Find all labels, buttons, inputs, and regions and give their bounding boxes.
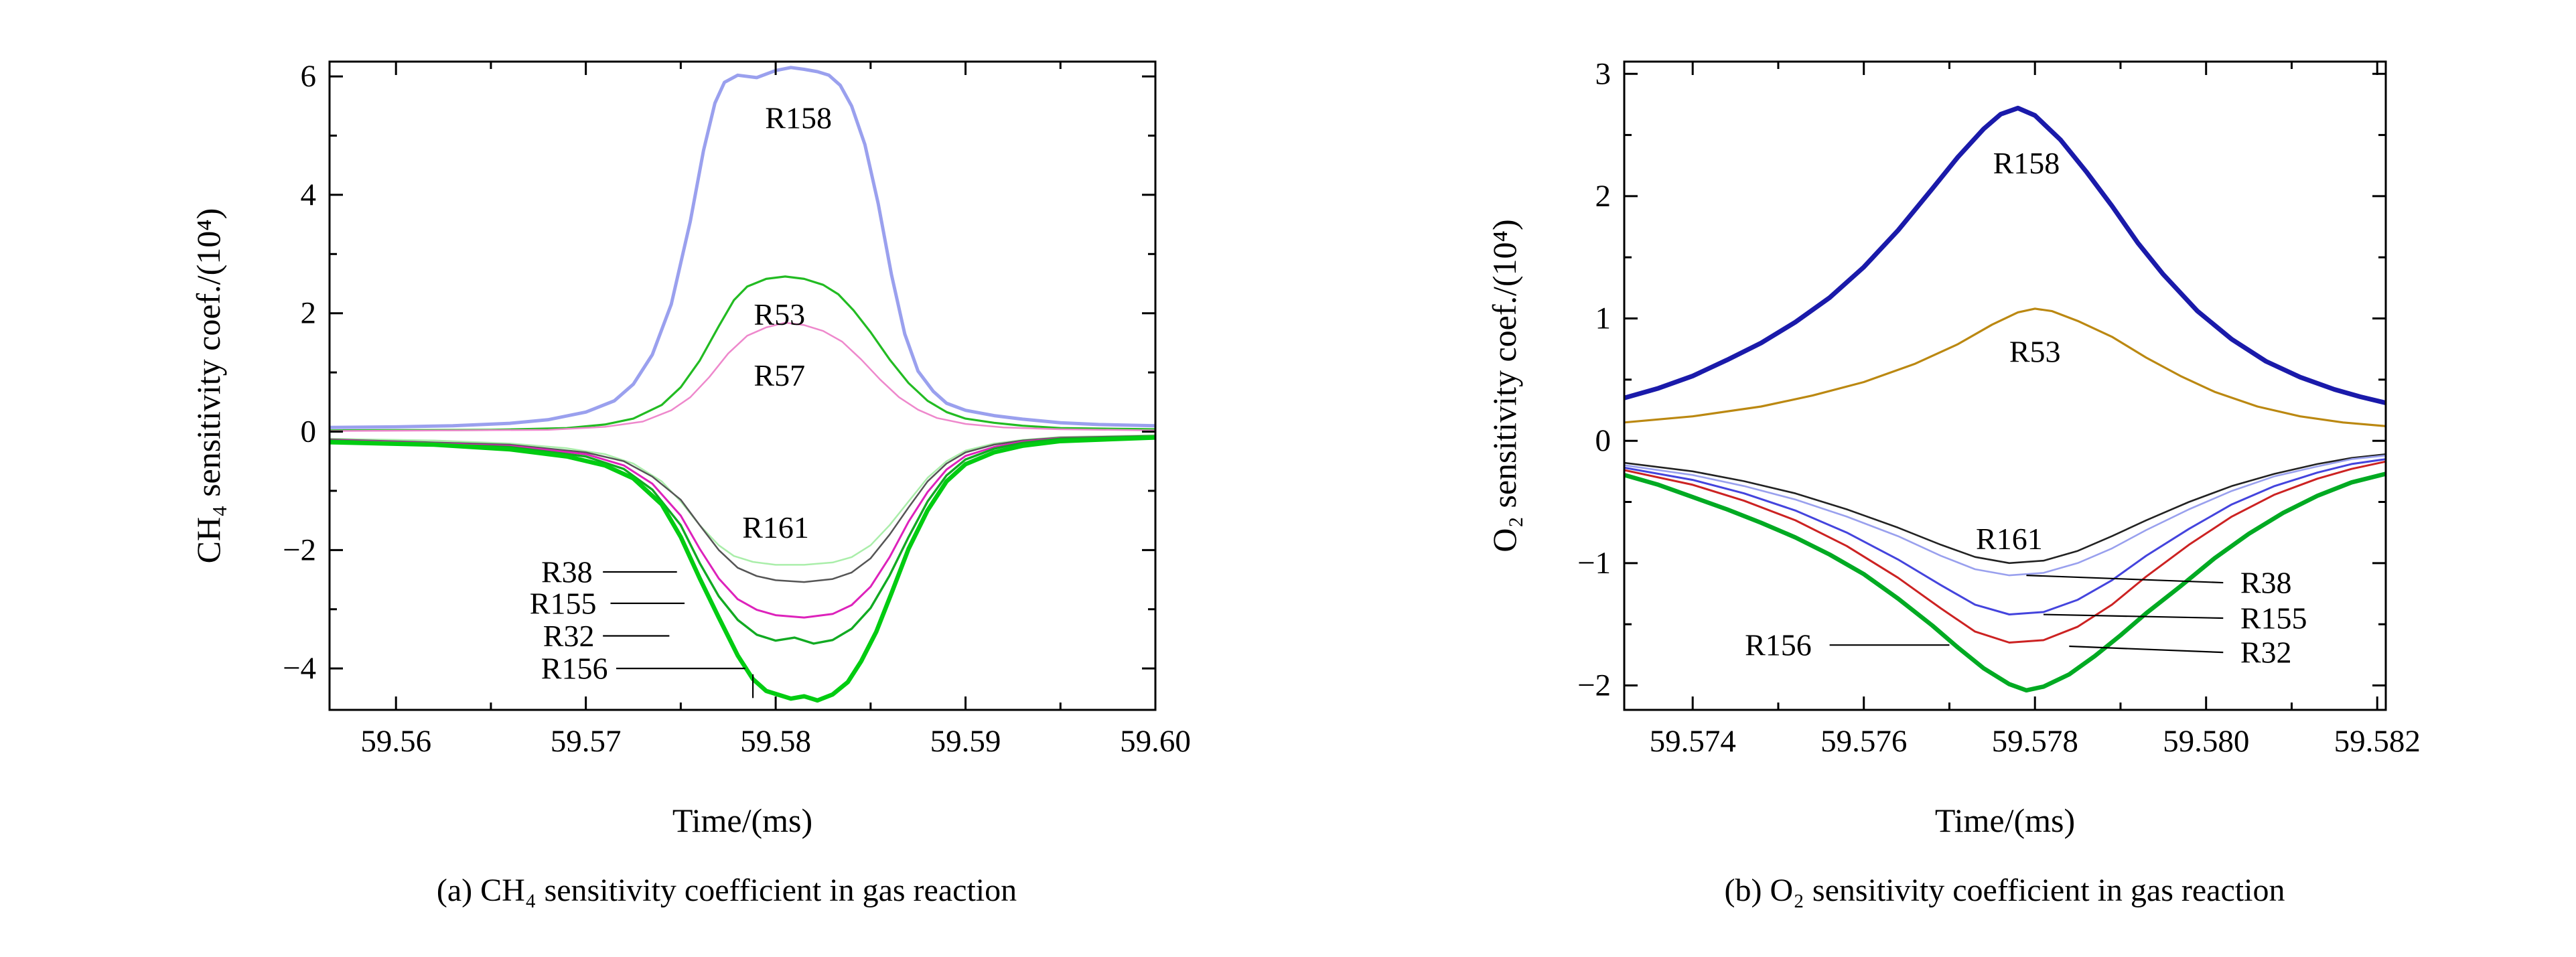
series-line-R155 — [1624, 458, 2386, 615]
x-tick-label: 59.60 — [1120, 724, 1191, 759]
curve-label-R156: R156 — [541, 652, 608, 686]
curve-label-R155: R155 — [530, 586, 597, 620]
y-tick-label: 1 — [1595, 301, 1612, 336]
x-tick-label: 59.59 — [930, 724, 1001, 759]
curve-label-R38: R38 — [2240, 566, 2292, 600]
series-line-R156 — [1624, 471, 2386, 693]
x-tick-label: 59.580 — [2163, 724, 2249, 759]
series-line-R158 — [330, 66, 1155, 429]
y-tick-label: 3 — [1595, 56, 1612, 91]
series-line-R155 — [330, 435, 1155, 619]
y-tick-label: −1 — [1577, 546, 1611, 581]
series-line-R53 — [1624, 307, 2386, 427]
curve-label-R32: R32 — [2240, 636, 2292, 670]
x-tick-label: 59.58 — [740, 724, 811, 759]
y-tick-label: −2 — [283, 532, 316, 567]
tick-marks — [330, 62, 1157, 710]
plot-area — [1624, 105, 2386, 693]
caption-chart-a: (a) CH₄ sensitivity coefficient in gas r… — [436, 873, 1017, 908]
curve-label-R53: R53 — [754, 297, 805, 332]
y-tick-label: −2 — [1577, 668, 1611, 703]
series-line-R156 — [330, 435, 1155, 703]
series-line-R161 — [1624, 453, 2386, 565]
x-axis-title: Time/(ms) — [1935, 802, 2075, 839]
curve-label-R38: R38 — [541, 555, 593, 589]
x-axis-title: Time/(ms) — [672, 802, 812, 839]
curve-label-R158: R158 — [1993, 146, 2060, 180]
tick-marks — [1624, 62, 2386, 710]
x-tick-label: 59.56 — [360, 724, 431, 759]
series-line-R38 — [330, 435, 1155, 583]
axis-frame — [1623, 60, 2387, 711]
y-tick-label: −4 — [283, 651, 316, 686]
series-line-R158 — [1624, 105, 2386, 406]
curve-label-R158: R158 — [765, 100, 832, 135]
y-tick-label: 6 — [301, 59, 317, 94]
curve-label-R156: R156 — [1745, 628, 1812, 662]
series-line-R161 — [330, 434, 1155, 566]
y-tick-label: 0 — [1595, 423, 1612, 458]
curve-label-R161: R161 — [742, 510, 809, 544]
leader-line — [2043, 613, 2224, 619]
plot-area — [330, 66, 1155, 703]
series-line-R38 — [1624, 454, 2386, 577]
axis-frame — [328, 60, 1157, 711]
curve-label-R161: R161 — [1976, 522, 2043, 556]
y-tick-label: 4 — [301, 177, 317, 212]
y-axis-title: CH₄ sensitivity coef./(10⁴) — [190, 208, 227, 564]
x-tick-label: 59.578 — [1992, 724, 2078, 759]
curve-label-R155: R155 — [2240, 601, 2307, 636]
y-axis-title: O₂ sensitivity coef./(10⁴) — [1486, 219, 1523, 552]
curve-label-R53: R53 — [2009, 334, 2061, 368]
y-tick-label: 2 — [1595, 179, 1612, 214]
x-tick-label: 59.57 — [551, 724, 622, 759]
chart-a-canvas: 59.56 59.57 59.58 59.59 59.60 −4 −2 0 2 4 6 Time/(m… — [190, 59, 1191, 839]
series-line-R32 — [330, 435, 1155, 645]
curve-label-R32: R32 — [543, 619, 595, 653]
leader-line — [2069, 645, 2224, 654]
x-tick-label: 59.576 — [1820, 724, 1907, 759]
leader-line — [2026, 574, 2224, 584]
caption-chart-b: (b) O₂ sensitivity coefficient in gas re… — [1724, 873, 2285, 908]
series-line-R32 — [1624, 460, 2386, 644]
x-tick-label: 59.582 — [2334, 724, 2421, 759]
series-line-R53 — [330, 275, 1155, 432]
chart-b-canvas: 59.574 59.576 59.578 59.580 59.582 −2 −1 0 1 2 3 Ti… — [1486, 56, 2421, 839]
y-tick-label: 2 — [301, 296, 317, 331]
series-line-R57 — [330, 321, 1155, 432]
curve-label-R57: R57 — [754, 358, 805, 392]
y-tick-label: 0 — [301, 415, 317, 449]
x-tick-label: 59.574 — [1650, 724, 1736, 759]
